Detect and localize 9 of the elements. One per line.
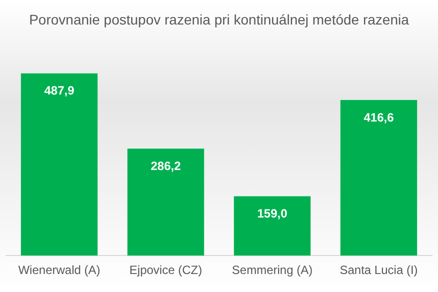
data-label: 416,6	[364, 110, 394, 124]
x-tick-label: Ejpovice (CZ)	[129, 263, 202, 278]
data-label: 487,9	[44, 84, 75, 98]
data-label: 286,2	[150, 158, 182, 173]
x-tick-label: Wienerwald (A)	[18, 263, 100, 278]
chart-title: Porovnanie postupov razenia pri kontinuálnej metóde razenia	[29, 11, 410, 28]
x-tick-label: Semmering (A)	[232, 263, 313, 278]
x-tick-label: Santa Lucia (I)	[340, 263, 418, 278]
data-label: 159,0	[257, 206, 288, 221]
